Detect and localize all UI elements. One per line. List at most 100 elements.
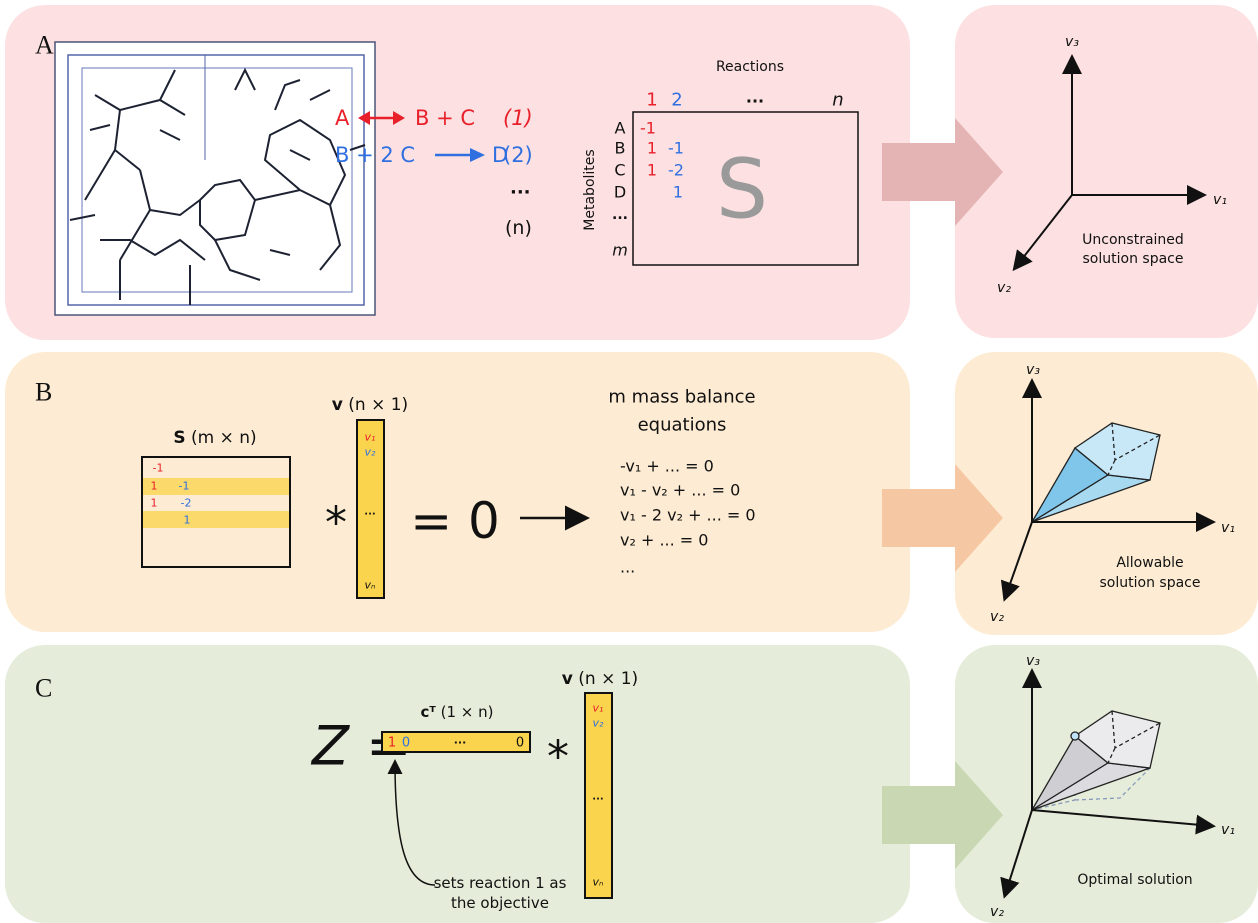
row-label: D: [614, 183, 626, 202]
axis-label: v₂: [990, 609, 1004, 625]
row-entry: 0: [402, 736, 410, 751]
matrix-symbol: S: [173, 428, 185, 448]
matrix-entry: -1: [153, 462, 164, 475]
row-label: C: [614, 161, 625, 180]
space-caption: Optimal solution: [1077, 872, 1192, 888]
stoichiometric-matrix: [141, 456, 291, 568]
shape: [84, 69, 186, 201]
column-header: 2: [671, 90, 682, 111]
equation: v₁ - 2 v₂ + ... = 0: [620, 506, 756, 525]
matrix-entry: 1: [151, 497, 158, 510]
matrix-title: S (m × n): [173, 428, 256, 448]
axis-label: v₁: [1213, 192, 1227, 208]
equation: v₂ + ... = 0: [620, 531, 708, 550]
reversible-arrow: [358, 111, 405, 125]
matrix-symbol: S: [716, 143, 768, 238]
row-symbol: cᵀ: [421, 703, 437, 721]
space-caption: solution space: [1100, 575, 1201, 591]
rows-title: Metabolites: [582, 149, 598, 230]
matrix-entry: -1: [668, 139, 684, 158]
column-header: n: [832, 90, 843, 111]
matrix-entry: -2: [181, 497, 192, 510]
shape: [1000, 809, 1033, 899]
row-label: B: [615, 139, 626, 158]
shape: [100, 67, 301, 305]
vector-title: v (n × 1): [332, 395, 408, 415]
shape: [254, 118, 347, 271]
last-reaction: (n): [505, 217, 532, 239]
reaction-2-right: D: [492, 143, 508, 167]
shape: [54, 41, 376, 316]
vector-entry: ...: [364, 507, 375, 518]
stoichiometric-matrix: [632, 111, 859, 266]
matrix-band: [143, 478, 290, 495]
vector-symbol: v: [332, 395, 343, 415]
flow-arrow: [882, 464, 1003, 572]
times: *: [547, 732, 569, 783]
axis-label: v₃: [1065, 34, 1079, 50]
shape: [1012, 194, 1073, 272]
row-entry: 1: [388, 736, 396, 751]
vector-entry: v₁: [593, 702, 604, 715]
equals: = 0: [410, 492, 500, 550]
space-caption: Allowable: [1116, 555, 1183, 571]
equations-title: equations: [638, 415, 727, 436]
row-label: A: [615, 119, 626, 138]
matrix-dims: (m × n): [191, 428, 257, 448]
panel-label: B: [35, 378, 52, 407]
vector-entry: ...: [592, 792, 603, 803]
matrix-entry: 1: [184, 514, 191, 527]
note-arrow: [387, 759, 436, 886]
row-entry: ...: [454, 734, 467, 747]
vector-entry: vₙ: [593, 876, 604, 889]
shape: [81, 67, 353, 293]
shape: [1073, 710, 1161, 769]
shape: [470, 148, 485, 162]
row-dims: (1 × n): [441, 703, 494, 721]
flow-arrow: [882, 761, 1003, 869]
space-caption: solution space: [1083, 251, 1184, 267]
more-reactions: ...: [510, 178, 531, 199]
equation: -v₁ + ... = 0: [620, 457, 714, 476]
shape: [1070, 731, 1080, 741]
axis-label: v₁: [1221, 822, 1235, 838]
network-map: [54, 41, 376, 316]
axes: [1000, 378, 1216, 602]
row-entry: 0: [516, 736, 524, 751]
column-header: ...: [746, 88, 764, 107]
matrix-entry: 1: [647, 161, 657, 180]
reaction-2-number: (2): [503, 143, 533, 167]
matrix-entry: -1: [179, 480, 190, 493]
flux-vector: [356, 419, 385, 599]
axis-label: v₃: [1026, 362, 1040, 378]
shape: [119, 169, 257, 261]
axis-label: v₁: [1221, 520, 1235, 536]
equations-title: m mass balance: [608, 387, 755, 408]
note: the objective: [451, 894, 549, 912]
vector-entry: v₂: [593, 717, 605, 730]
allowable-polytope: [1031, 422, 1161, 523]
vector-symbol: v: [562, 669, 573, 689]
objective-row: [381, 731, 531, 753]
shape: [1107, 710, 1161, 764]
vector-entry: vₙ: [365, 579, 376, 592]
axes: [1000, 668, 1216, 899]
times: *: [325, 498, 347, 549]
column-header: 1: [646, 90, 657, 111]
row-label: m: [612, 241, 628, 260]
axes: [1012, 54, 1207, 272]
equation: v₁ - v₂ + ... = 0: [620, 481, 740, 500]
shape: [1031, 809, 1216, 835]
optimal-polytope: [1031, 710, 1161, 811]
matrix-band: [143, 511, 290, 528]
vector-entry: v₂: [365, 446, 377, 459]
panel-c: [5, 645, 910, 923]
reaction-1-left: A: [335, 106, 350, 130]
shape: [67, 54, 365, 306]
reaction-1-right: B + C: [415, 106, 475, 130]
space-caption: Unconstrained: [1082, 232, 1184, 248]
reaction-1-number: (1): [503, 106, 533, 130]
matrix-entry: -2: [668, 161, 684, 180]
row-title: cᵀ (1 × n): [421, 703, 494, 721]
matrix-title: Reactions: [716, 59, 784, 75]
